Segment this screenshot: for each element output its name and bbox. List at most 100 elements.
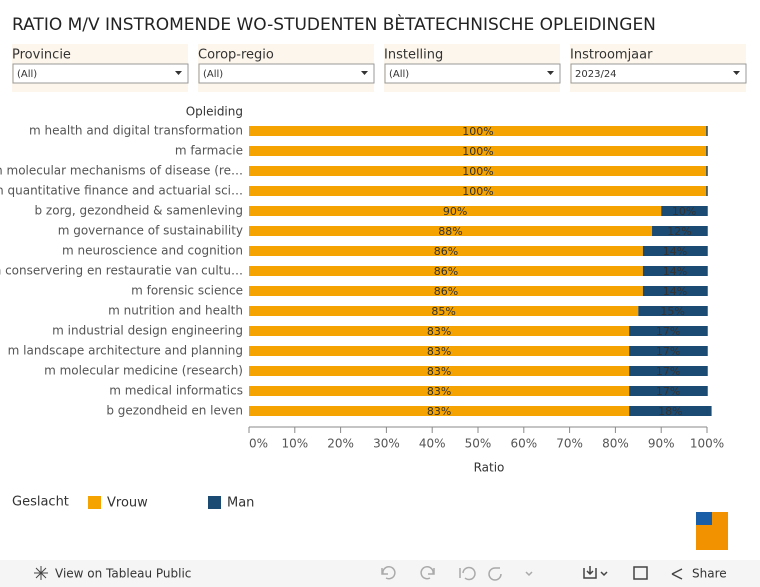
data-label: 100% [462,145,493,158]
dropdown-arrow [361,71,368,75]
data-label: 88% [438,225,462,238]
legend-label: Man [227,496,254,511]
refresh-menu[interactable] [525,571,533,577]
bar-segment [249,246,643,256]
bar-segment [249,406,630,416]
toolbar-icons-2 [583,566,683,580]
bar-segment [249,286,643,296]
bar-segment [249,346,630,356]
data-label: 17% [656,385,680,398]
x-tick-label: 50% [465,437,492,451]
logo [696,512,728,550]
filter-value: (All) [17,69,37,80]
bar-segment [629,366,707,376]
legend-title: Geslacht [12,495,69,510]
bar-segment [629,326,707,336]
bar-segment [629,406,712,416]
data-label: 100% [462,165,493,178]
y-axis-title: Opleiding [186,105,243,119]
view-link[interactable]: View on Tableau Public [55,567,191,581]
data-label: 100% [462,125,493,138]
download[interactable] [583,566,597,579]
bar-segment [249,166,707,176]
download-menu[interactable] [600,571,608,577]
chart-title: RATIO M/V INSTROMENDE WO-STUDENTEN BÈTAT… [12,13,656,35]
data-label: 15% [660,305,684,318]
legend-swatch [208,496,221,509]
bar-segment [249,206,662,216]
y-tick-label: m molecular mechanisms of disease (re… [0,164,243,178]
filter-label: Instroomjaar [570,48,653,63]
filter-value: (All) [203,69,223,80]
y-tick-label: m health and digital transformation [29,124,243,138]
legend-swatch [88,496,101,509]
x-tick-label: 90% [648,437,675,451]
undo[interactable] [381,566,396,580]
data-label: 12% [667,225,691,238]
share-icon [671,568,683,580]
filter-dropdown[interactable] [198,63,375,84]
refresh[interactable] [488,567,502,581]
tableau-icon [34,566,48,580]
filter-dropdown[interactable] [384,63,561,84]
data-label: 17% [656,365,680,378]
redo[interactable] [420,566,435,580]
y-tick-label: m medical informatics [109,384,243,398]
x-tick-label: 30% [373,437,400,451]
share-button[interactable]: Share [692,567,727,581]
data-label: 83% [427,345,451,358]
data-label: 83% [427,325,451,338]
fullscreen[interactable] [633,566,648,580]
x-tick-label: 80% [602,437,629,451]
bar-segment [249,386,630,396]
bar-segment [249,126,707,136]
dropdown-arrow [733,71,740,75]
bar-segment [638,306,707,316]
data-label: 86% [434,285,458,298]
y-tick-label: m nutrition and health [108,304,243,318]
y-tick-label: m industrial design engineering [52,324,243,338]
filter-label: Instelling [384,48,443,63]
data-label: 14% [663,285,687,298]
data-label: 86% [434,245,458,258]
data-label: 18% [658,405,682,418]
x-tick-label: 100% [690,437,724,451]
bar-segment [249,146,707,156]
revert[interactable] [459,566,476,581]
x-tick-label: 0% [249,437,268,451]
bar-segment [249,266,643,276]
data-label: 83% [427,385,451,398]
data-label: 100% [462,185,493,198]
x-tick-label: 20% [327,437,354,451]
y-tick-label: m landscape architecture and planning [8,344,243,358]
data-label: 17% [656,345,680,358]
data-label: 17% [656,325,680,338]
filter-value: 2023/24 [575,69,617,80]
y-tick-label: b zorg, gezondheid & samenleving [35,204,244,218]
dropdown-arrow [175,71,182,75]
filter-dropdown[interactable] [570,63,747,84]
x-tick-label: 10% [281,437,308,451]
bar-segment [642,266,707,276]
data-label: 10% [672,205,696,218]
data-label: 90% [443,205,467,218]
filter-dropdown[interactable] [12,63,189,84]
bar-segment [249,226,653,236]
dropdown-arrow [547,71,554,75]
y-tick-label: m governance of sustainability [58,224,243,238]
bar-segment [249,326,630,336]
y-tick-label: m quantitative finance and actuarial sci… [0,184,243,198]
bar-segment [652,226,707,236]
toolbar-icons [381,566,533,581]
data-label: 83% [427,405,451,418]
y-tick-label: m neuroscience and cognition [62,244,243,258]
data-label: 14% [663,265,687,278]
data-label: 14% [663,245,687,258]
bar-segment [249,306,639,316]
filter-value: (All) [389,69,409,80]
bar-segment [249,186,707,196]
bar-segment [642,286,707,296]
bar-segment [661,206,707,216]
bar-segment [249,366,630,376]
